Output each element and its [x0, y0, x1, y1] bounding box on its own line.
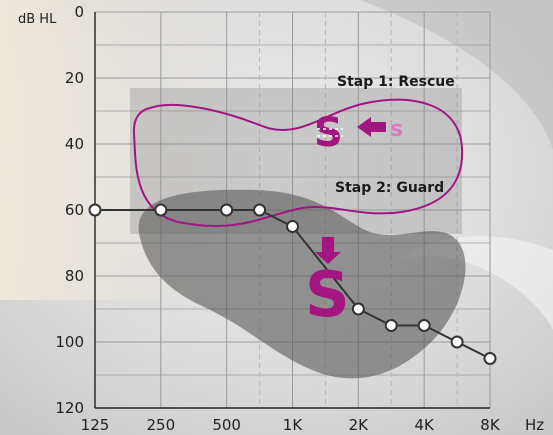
arrow-down-icon — [315, 237, 341, 264]
threshold-point — [384, 319, 398, 332]
threshold-point — [88, 203, 102, 217]
big-s-bottom: S — [305, 258, 350, 331]
y-tick-label: 120 — [55, 399, 84, 417]
threshold-point — [417, 319, 431, 332]
x-tick-label: 4K — [414, 416, 435, 434]
threshold-point — [450, 335, 464, 349]
y-tick-label: 20 — [65, 69, 84, 87]
x-tick-label: 8K — [480, 416, 501, 434]
arrow-left-icon — [357, 117, 386, 137]
threshold-point — [483, 352, 497, 365]
threshold-series — [88, 203, 497, 365]
threshold-point — [286, 220, 299, 233]
y-tick-label: 0 — [74, 3, 84, 21]
x-tick-label: 500 — [212, 416, 241, 434]
big-s-top: S — [314, 110, 343, 156]
background-shape-right — [400, 236, 553, 330]
threshold-point — [253, 203, 267, 217]
x-tick-label: 1K — [283, 416, 304, 434]
y-tick-label: 60 — [65, 201, 84, 219]
threshold-point — [351, 302, 365, 316]
threshold-point — [154, 203, 168, 217]
x-tick-label: 250 — [147, 416, 176, 434]
guard-region-shape — [138, 189, 466, 379]
x-axis-unit: Hz — [525, 416, 544, 434]
threshold-line — [95, 209, 491, 360]
rescue-outline — [132, 98, 464, 227]
threshold-point — [220, 203, 234, 217]
y-tick-label: 80 — [65, 267, 84, 285]
y-axis-unit: dB HL — [18, 12, 57, 27]
stage1-label: Stap 1: Rescue — [337, 74, 455, 90]
y-tick-label: 40 — [65, 135, 84, 153]
y-tick-label: 100 — [55, 333, 84, 351]
x-tick-label: 125 — [81, 416, 110, 434]
x-tick-label: 2K — [349, 416, 370, 434]
background-shape-top-right — [360, 0, 553, 150]
stage2-label: Stap 2: Guard — [335, 180, 444, 196]
small-s: s — [390, 117, 403, 142]
